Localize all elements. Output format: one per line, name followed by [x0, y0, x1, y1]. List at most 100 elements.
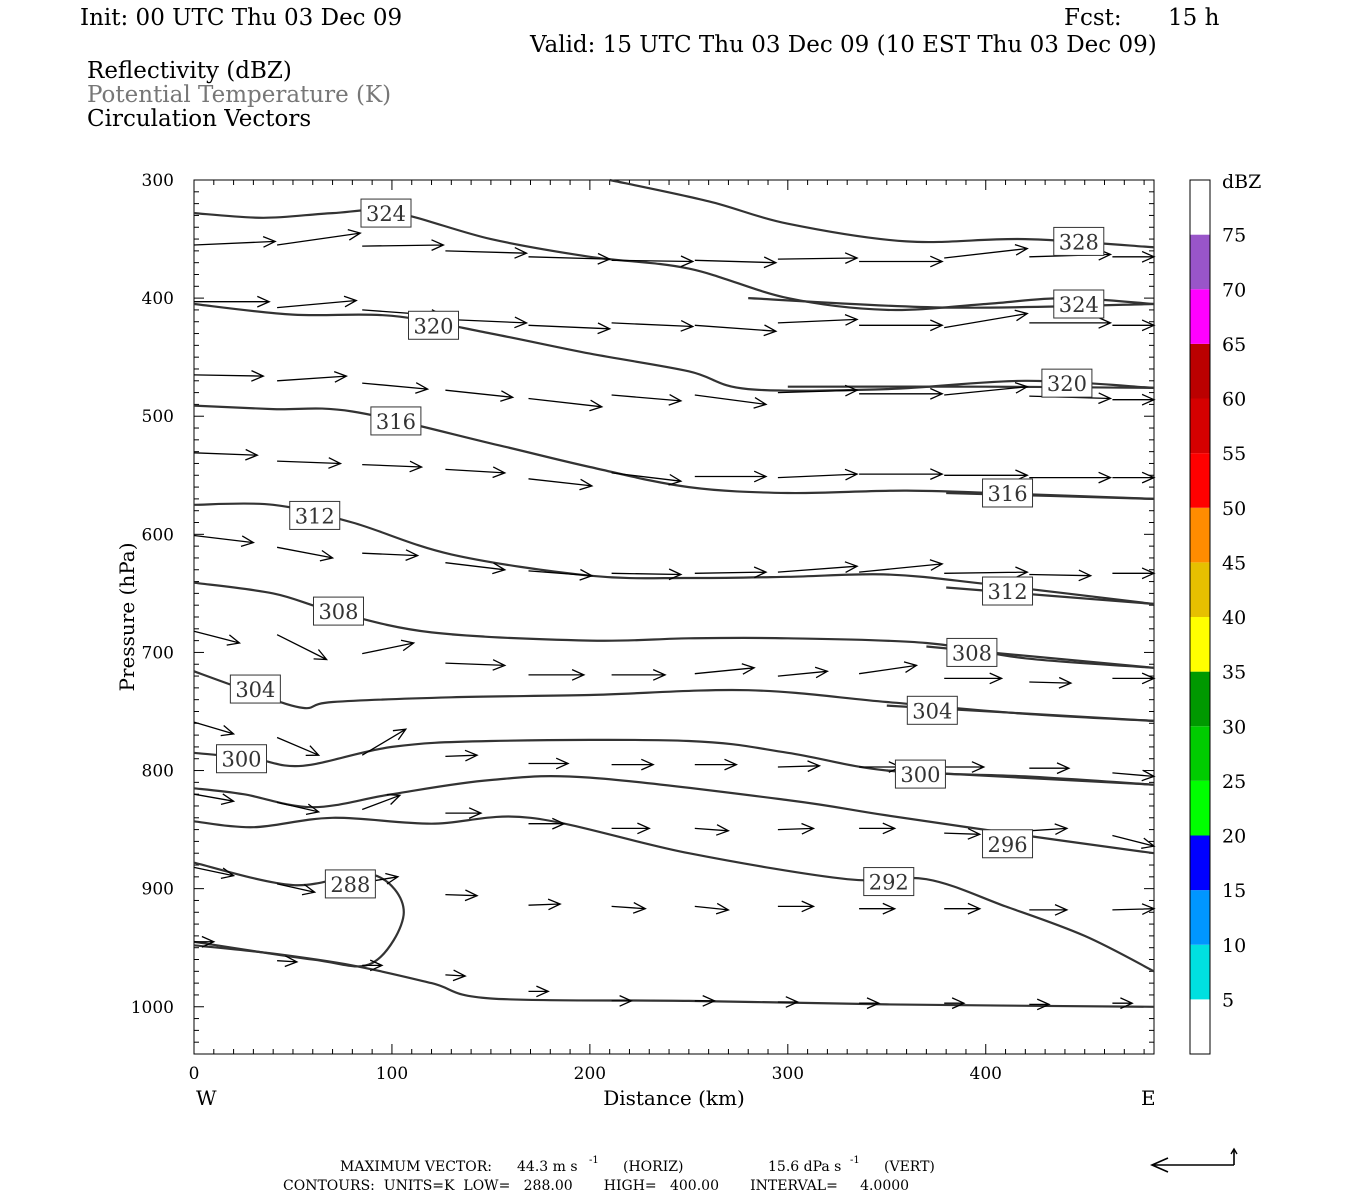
- circulation-vector: [777, 468, 859, 481]
- contour-label: 312: [295, 504, 335, 528]
- circulation-vector: [445, 247, 529, 259]
- contour-label: 300: [221, 748, 261, 772]
- circulation-vector: [611, 394, 683, 406]
- circulation-vector: [193, 866, 236, 880]
- max-vert-value: 15.6 dPa s: [768, 1159, 841, 1175]
- circulation-vector: [944, 566, 1029, 579]
- circulation-vector: [276, 546, 335, 562]
- circulation-vector: [445, 889, 479, 902]
- valid-time: Valid: 15 UTC Thu 03 Dec 09 (10 EST Thu …: [529, 32, 1157, 58]
- circulation-vector: [611, 822, 651, 835]
- contour-label-box: [216, 744, 268, 774]
- circulation-vector: [193, 370, 265, 382]
- circulation-vector: [528, 757, 570, 770]
- contour-label-box: [982, 478, 1034, 508]
- x-west-label: W: [196, 1086, 217, 1110]
- contour-label-box: [863, 867, 915, 897]
- y-tick-label: 500: [142, 407, 174, 427]
- contour-label-box: [1041, 368, 1093, 398]
- circulation-vector: [362, 382, 430, 394]
- colorbar-unit: dBZ: [1222, 171, 1261, 193]
- max-vert-tag: (VERT): [884, 1159, 935, 1175]
- contour-label: 316: [376, 410, 416, 434]
- contour-label-box: [1053, 226, 1105, 256]
- circulation-vector: [528, 568, 594, 581]
- reflectivity-colorbar: 5 10 15 20 25 30 35 40 45 50 55 60 65 70 75: [1189, 179, 1246, 1055]
- y-tick-label: 600: [142, 525, 174, 545]
- circulation-vector: [445, 749, 479, 762]
- max-horiz-exponent: -1: [589, 1155, 599, 1166]
- circulation-vector: [528, 817, 566, 830]
- contour-label: 308: [952, 641, 992, 665]
- colorbar-level-label: 55: [1222, 443, 1246, 465]
- circulation-vector: [193, 448, 259, 461]
- colorbar-level-label: 45: [1222, 552, 1246, 574]
- colorbar-segment: [1190, 289, 1210, 344]
- circulation-vector: [611, 568, 683, 581]
- circulation-vector: [528, 985, 550, 998]
- field-reflectivity: Reflectivity (dBZ): [87, 58, 292, 84]
- circulation-vector: [276, 801, 321, 816]
- circulation-vector: [944, 902, 982, 915]
- circulation-vector: [777, 666, 829, 679]
- circulation-vector: [1112, 903, 1156, 915]
- circulation-vector: [528, 478, 594, 491]
- x-tick-label: 0: [189, 1064, 200, 1084]
- contour-label: 312: [987, 580, 1027, 604]
- theta-contour-line: [193, 944, 1155, 1008]
- circulation-vector: [276, 634, 329, 661]
- circulation-vector: [777, 384, 859, 397]
- colorbar-level-label: 40: [1222, 607, 1246, 629]
- colorbar-level-label: 20: [1222, 826, 1246, 848]
- y-tick-label: 700: [142, 643, 174, 663]
- colorbar-segment: [1190, 234, 1210, 290]
- x-axis-title: Distance (km): [603, 1086, 745, 1110]
- circulation-vector: [445, 389, 515, 402]
- y-tick-label: 900: [142, 880, 174, 900]
- circulation-vector: [193, 721, 236, 737]
- circulation-vector: [1029, 904, 1069, 916]
- circulation-vector: [528, 669, 586, 681]
- contour-label: 324: [366, 202, 406, 226]
- circulation-vector: [611, 902, 647, 914]
- circulation-vector: [1029, 317, 1113, 329]
- field-circulation-vectors: Circulation Vectors: [87, 106, 311, 132]
- circulation-vector: [611, 320, 695, 332]
- circulation-vector: [777, 996, 800, 1008]
- circulation-vector: [276, 736, 321, 757]
- circulation-vector: [277, 295, 358, 309]
- circulation-vector: [1029, 762, 1071, 775]
- circulation-vector: [194, 935, 216, 948]
- colorbar-level-label: 15: [1222, 880, 1246, 902]
- contour-label-box: [946, 637, 998, 667]
- theta-contour-line: [193, 302, 1155, 392]
- colorbar-level-label: 10: [1222, 935, 1246, 957]
- circulation-vector: [611, 995, 633, 1007]
- circulation-vector: [1112, 393, 1156, 406]
- circulation-vector: [859, 468, 944, 480]
- colorbar-level-label: 30: [1222, 716, 1246, 738]
- circulation-vector: [777, 760, 822, 773]
- colorbar-segment: [1190, 671, 1210, 727]
- contour-label: 328: [1059, 230, 1099, 254]
- theta-contour-line: [193, 815, 1155, 973]
- theta-contour-line: [946, 491, 1155, 500]
- contour-label: 324: [1059, 293, 1099, 317]
- contour-label-box: [370, 406, 422, 436]
- circulation-vector: [859, 661, 919, 675]
- colorbar-segment: [1190, 890, 1210, 945]
- circulation-vector: [694, 470, 768, 483]
- circulation-vector: [859, 559, 944, 573]
- circulation-vector: [528, 322, 612, 335]
- max-vert-exponent: -1: [850, 1155, 860, 1166]
- theta-contour-line: [193, 209, 1155, 312]
- colorbar-level-label: 25: [1222, 771, 1246, 793]
- circulation-vector: [944, 997, 966, 1010]
- circulation-vector: [193, 793, 236, 806]
- circulation-vector: [1029, 823, 1069, 835]
- circulation-vector: [362, 959, 384, 972]
- theta-contour-line: [193, 404, 1155, 500]
- colorbar-segment: [1190, 780, 1210, 836]
- theta-contour-line: [926, 645, 1155, 669]
- circulation-vector: [859, 997, 881, 1010]
